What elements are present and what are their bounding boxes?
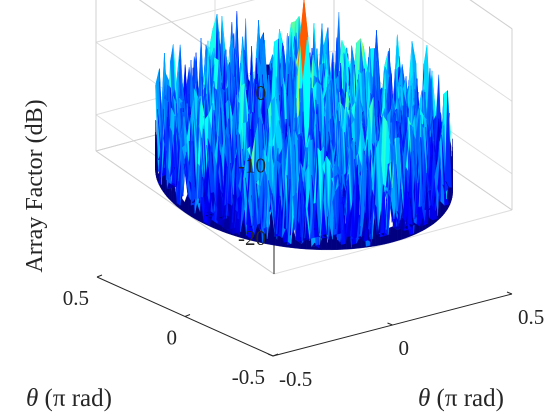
z-axis-label: Array Factor (dB) (22, 99, 48, 272)
surface-skirt-patch (388, 226, 394, 244)
left-axis-symbol: θ (26, 385, 38, 412)
back-wall-grid-line (364, 0, 513, 102)
surface-patch (445, 181, 453, 192)
right-axis-label: θ (π rad) (418, 385, 504, 412)
left-axis-unit: (π rad) (38, 385, 112, 412)
right-axis-tick-label: 0 (399, 336, 410, 360)
surface-skirt-patch (181, 198, 186, 213)
axis-line (469, 0, 513, 30)
right-axis-unit: (π rad) (430, 385, 504, 412)
back-wall-grid-line (95, 0, 256, 43)
left-axis-tick-labels: 0.5 0 -0.5 (63, 286, 265, 389)
left-axis-tick-label: 0 (167, 326, 178, 350)
left-axis-tick-label: -0.5 (232, 365, 265, 389)
array-factor-surface (155, 0, 453, 251)
left-axis-tick-mark (272, 353, 279, 357)
right-axis-tick-mark (267, 353, 274, 357)
right-axis-tick-mark (387, 322, 393, 326)
z-tick-label: 0 (256, 81, 267, 105)
left-axis-tick-mark (96, 274, 103, 278)
z-tick-labels: 0 -10 -20 (238, 81, 266, 250)
z-tick-label: -10 (238, 153, 266, 177)
z-tick-label: -20 (238, 226, 266, 250)
left-axis-label: θ (π rad) (26, 385, 112, 412)
right-axis-tick-label: 0.5 (518, 305, 544, 329)
right-axis-tick-labels: -0.5 0 0.5 (279, 305, 544, 391)
left-axis-tick-mark (184, 314, 191, 317)
right-axis-tick-label: -0.5 (279, 367, 312, 391)
left-axis-tick-label: 0.5 (63, 286, 89, 310)
right-axis-symbol: θ (418, 385, 430, 412)
right-axis-tick-mark (506, 291, 513, 295)
